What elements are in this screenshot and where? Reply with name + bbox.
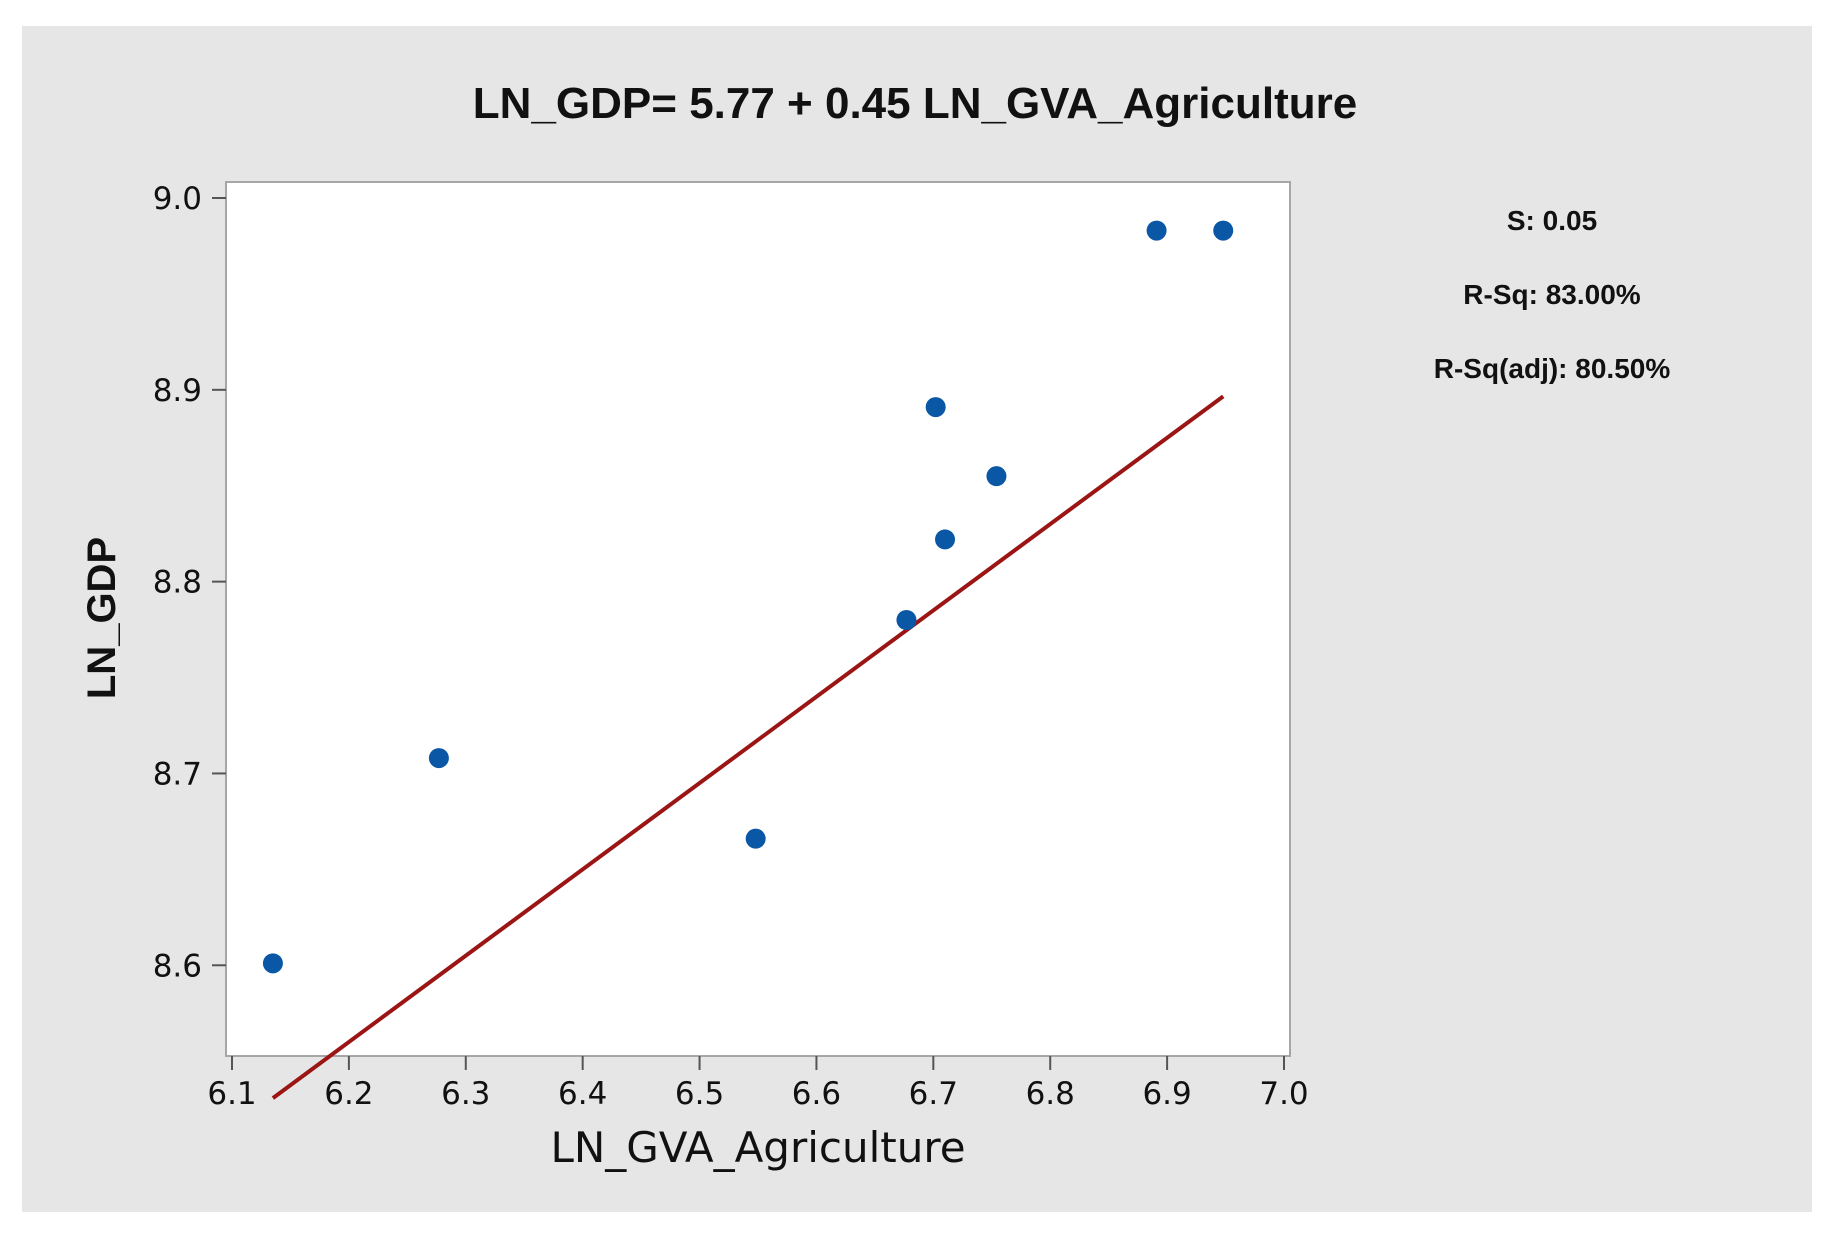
x-tick-label: 7.0 [1259,1076,1308,1112]
y-tick-label: 8.7 [153,756,202,792]
data-points [262,220,1234,974]
data-point [896,610,917,630]
data-point [1146,220,1167,241]
data-point [1213,220,1234,241]
x-tick-label: 6.5 [675,1076,724,1112]
y-axis: 8.6 8.7 8.8 8.9 9.0 [153,181,226,984]
y-tick-label: 8.8 [153,565,202,601]
x-axis-label: LN_GVA_Agriculture [550,1123,965,1172]
x-tick-label: 6.9 [1142,1076,1191,1112]
data-point [925,397,946,418]
data-point [745,828,766,849]
data-point [986,466,1007,487]
y-axis-label: LN_GDP [80,537,124,699]
y-tick-label: 8.6 [153,948,202,984]
stat-r-sq: R-Sq: 83.00% [1463,279,1640,310]
y-tick-label: 8.9 [153,373,202,409]
stat-s: S: 0.05 [1507,205,1597,236]
x-tick-label: 6.1 [207,1076,256,1112]
data-point [428,748,449,769]
x-tick-label: 6.4 [558,1076,607,1112]
stats-panel: S: 0.05 R-Sq: 83.00% R-Sq(adj): 80.50% [1434,205,1671,384]
x-tick-label: 6.8 [1026,1076,1075,1112]
x-tick-label: 6.7 [909,1076,958,1112]
x-axis: 6.1 6.2 6.3 6.4 6.5 6.6 6.7 6.8 6.9 7.0 [207,1056,1309,1112]
data-point [935,529,956,550]
x-tick-label: 6.6 [792,1076,841,1112]
chart-title: LN_GDP= 5.77 + 0.45 LN_GVA_Agriculture [473,79,1357,128]
stat-r-sq-adj: R-Sq(adj): 80.50% [1434,353,1671,384]
x-tick-label: 6.3 [441,1076,490,1112]
y-tick-label: 9.0 [153,181,202,217]
plot-area [225,181,1291,1057]
regression-line [271,394,1225,1100]
data-point [262,953,283,974]
x-tick-label: 6.2 [324,1076,373,1112]
